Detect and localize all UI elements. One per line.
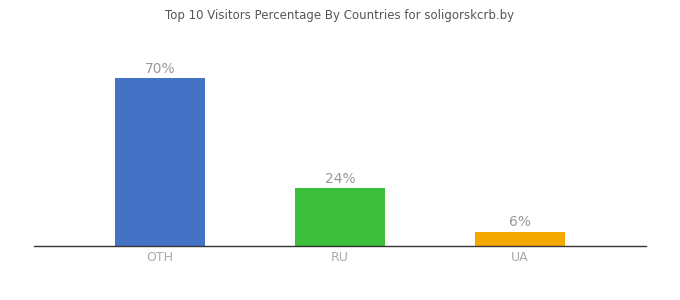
Bar — [475, 232, 565, 246]
Bar — [115, 78, 205, 246]
Text: 6%: 6% — [509, 215, 531, 229]
Text: 24%: 24% — [324, 172, 356, 186]
Text: Top 10 Visitors Percentage By Countries for soligorskcrb.by: Top 10 Visitors Percentage By Countries … — [165, 9, 515, 22]
Bar — [295, 188, 385, 246]
Text: 70%: 70% — [145, 61, 175, 76]
